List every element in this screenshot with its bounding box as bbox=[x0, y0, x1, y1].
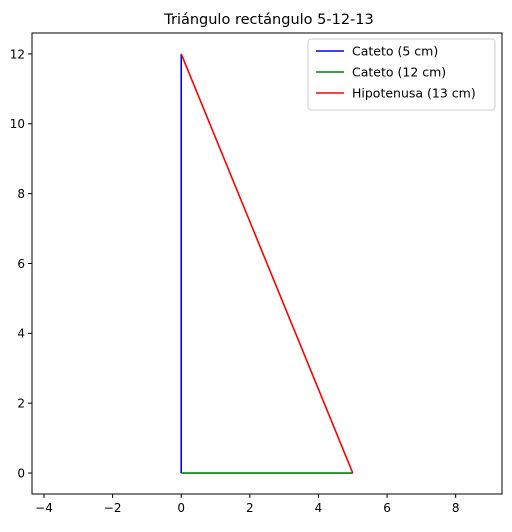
y-tick-label: 2 bbox=[17, 396, 25, 410]
y-tick-label: 4 bbox=[17, 327, 25, 341]
chart-title: Triángulo rectángulo 5-12-13 bbox=[163, 12, 374, 28]
x-tick-label: −2 bbox=[104, 501, 122, 515]
legend-label-0: Cateto (5 cm) bbox=[352, 44, 438, 59]
y-tick-label: 6 bbox=[17, 257, 25, 271]
x-tick-label: 0 bbox=[177, 501, 185, 515]
x-tick-label: −4 bbox=[35, 501, 53, 515]
y-tick-label: 0 bbox=[17, 466, 25, 480]
y-tick-label: 8 bbox=[17, 187, 25, 201]
legend-label-2: Hipotenusa (13 cm) bbox=[352, 86, 476, 101]
y-axis-ticks: 0 2 4 6 8 10 12 bbox=[10, 47, 32, 480]
y-tick-label: 10 bbox=[10, 117, 25, 131]
x-axis-ticks: −4 −2 0 2 4 6 8 bbox=[35, 494, 460, 515]
x-tick-label: 4 bbox=[315, 501, 323, 515]
x-tick-label: 6 bbox=[383, 501, 391, 515]
x-tick-label: 8 bbox=[452, 501, 460, 515]
plot-frame bbox=[31, 32, 503, 495]
plot-series-group bbox=[180, 53, 354, 474]
legend-box bbox=[307, 38, 496, 111]
legend: Cateto (5 cm) Cateto (12 cm) Hipotenusa (1… bbox=[307, 38, 496, 111]
y-tick-label: 12 bbox=[10, 47, 25, 61]
legend-label-1: Cateto (12 cm) bbox=[352, 65, 446, 80]
x-tick-label: 2 bbox=[246, 501, 254, 515]
series-line-2 bbox=[180, 53, 354, 474]
